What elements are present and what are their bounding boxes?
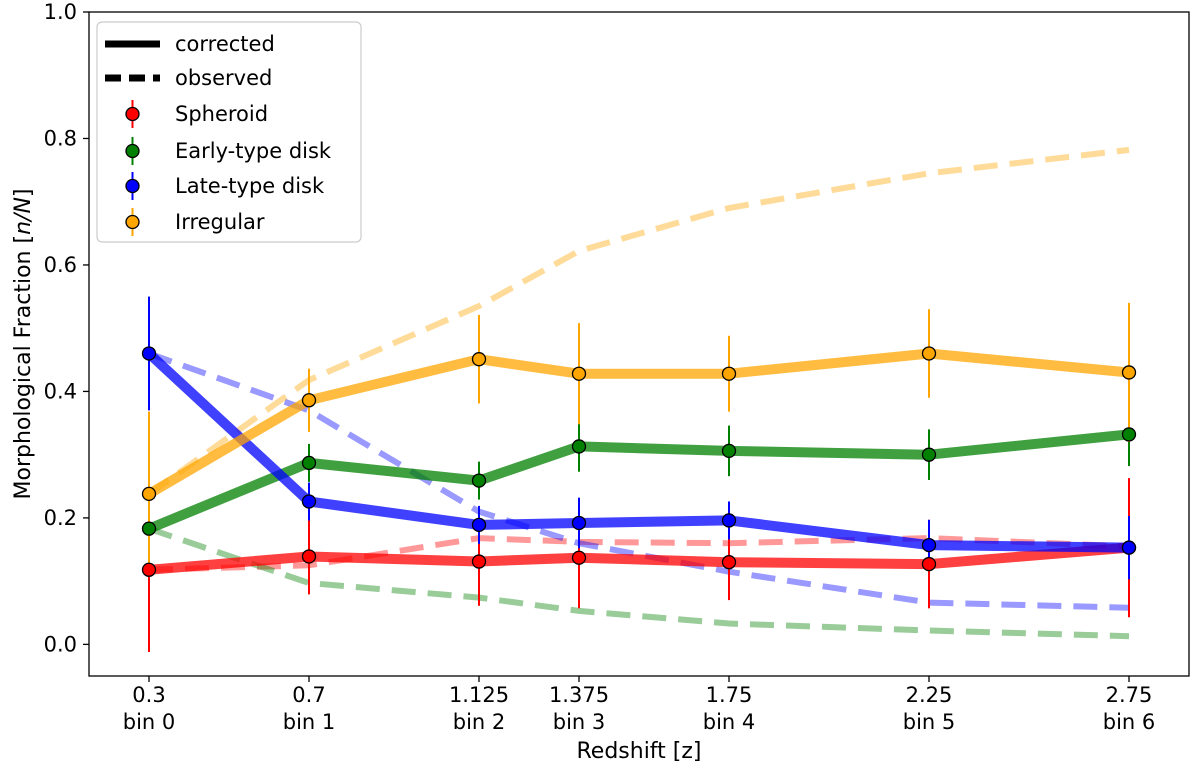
x-tick-value: 1.75 xyxy=(706,683,753,707)
late-type-disk-point xyxy=(1121,540,1137,555)
irregular-point xyxy=(141,486,157,502)
x-tick-value: 0.3 xyxy=(132,683,165,707)
y-axis-ticks: 0.0 0.2 0.4 0.6 0.8 1.0 xyxy=(44,0,89,656)
x-tick-bin: bin 2 xyxy=(453,710,506,734)
x-tick-bin: bin 6 xyxy=(1103,710,1156,734)
x-tick-bin: bin 3 xyxy=(553,710,606,734)
legend: corrected observed Spheroid Early-type disk… xyxy=(96,21,362,243)
x-tick-bin: bin 0 xyxy=(123,710,176,734)
legend-label: observed xyxy=(175,66,272,90)
x-tick-value: 1.125 xyxy=(449,683,509,707)
legend-label: Irregular xyxy=(175,210,265,234)
late-type-disk-point xyxy=(141,346,157,361)
x-tick-value: 2.25 xyxy=(906,683,953,707)
spheroid-point xyxy=(921,556,937,572)
spheroid-point xyxy=(721,555,737,570)
y-tick-label: 0.8 xyxy=(44,126,77,150)
legend-label: Early-type disk xyxy=(175,139,332,163)
early-type-disk-point xyxy=(301,455,317,471)
late-type-disk-point xyxy=(301,494,317,509)
x-tick-bin: bin 4 xyxy=(703,710,756,734)
legend-marker xyxy=(125,214,140,230)
legend-label: Spheroid xyxy=(175,102,268,126)
x-tick-value: 2.75 xyxy=(1106,683,1153,707)
early-type-disk-point xyxy=(721,443,737,459)
late-type-disk-point xyxy=(571,515,587,531)
spheroid-point xyxy=(571,550,587,565)
irregular-point xyxy=(921,346,937,361)
early-type-disk-point xyxy=(571,439,587,454)
data-markers xyxy=(141,346,1137,577)
early-type-disk-observed-line xyxy=(148,525,1130,640)
late-type-disk-point xyxy=(471,517,487,533)
x-tick-bin: bin 1 xyxy=(283,710,336,734)
legend-marker xyxy=(125,178,140,194)
legend-marker xyxy=(125,143,140,159)
late-type-disk-point xyxy=(921,537,937,553)
y-tick-label: 0.4 xyxy=(44,379,77,403)
legend-label: Late-type disk xyxy=(175,174,325,198)
y-tick-label: 0.2 xyxy=(44,506,77,530)
early-type-disk-point xyxy=(921,447,937,462)
y-axis-label: Morphological Fraction [n/N] xyxy=(11,189,36,500)
spheroid-point xyxy=(471,554,487,569)
x-axis-ticks: 0.3 bin 0 0.7 bin 1 1.125 bin 2 1.375 bin 3 1.75… xyxy=(123,676,1156,734)
x-tick-value: 0.7 xyxy=(292,683,325,707)
y-tick-label: 0.6 xyxy=(44,253,77,277)
early-type-disk-point xyxy=(471,473,487,488)
legend-marker xyxy=(125,106,140,122)
error-bars xyxy=(148,296,1130,652)
irregular-point xyxy=(471,352,487,367)
irregular-point xyxy=(1121,365,1137,380)
x-axis-label: Redshift [z] xyxy=(576,739,701,764)
irregular-point xyxy=(301,393,317,408)
spheroid-point xyxy=(141,562,157,577)
early-type-disk-corrected-line xyxy=(147,429,1130,534)
late-type-disk-point xyxy=(721,513,737,528)
legend-box xyxy=(96,21,362,243)
legend-label: corrected xyxy=(175,32,275,56)
x-tick-bin: bin 5 xyxy=(903,710,956,734)
y-tick-label: 1.0 xyxy=(44,0,77,24)
irregular-point xyxy=(721,366,737,381)
irregular-point xyxy=(571,366,587,381)
y-tick-label: 0.0 xyxy=(44,632,77,656)
x-tick-value: 1.375 xyxy=(549,683,609,707)
late-type-disk-observed-line xyxy=(147,350,1130,611)
spheroid-point xyxy=(301,549,317,564)
early-type-disk-point xyxy=(141,521,157,536)
plot-frame xyxy=(88,11,1190,677)
early-type-disk-point xyxy=(1121,427,1137,442)
